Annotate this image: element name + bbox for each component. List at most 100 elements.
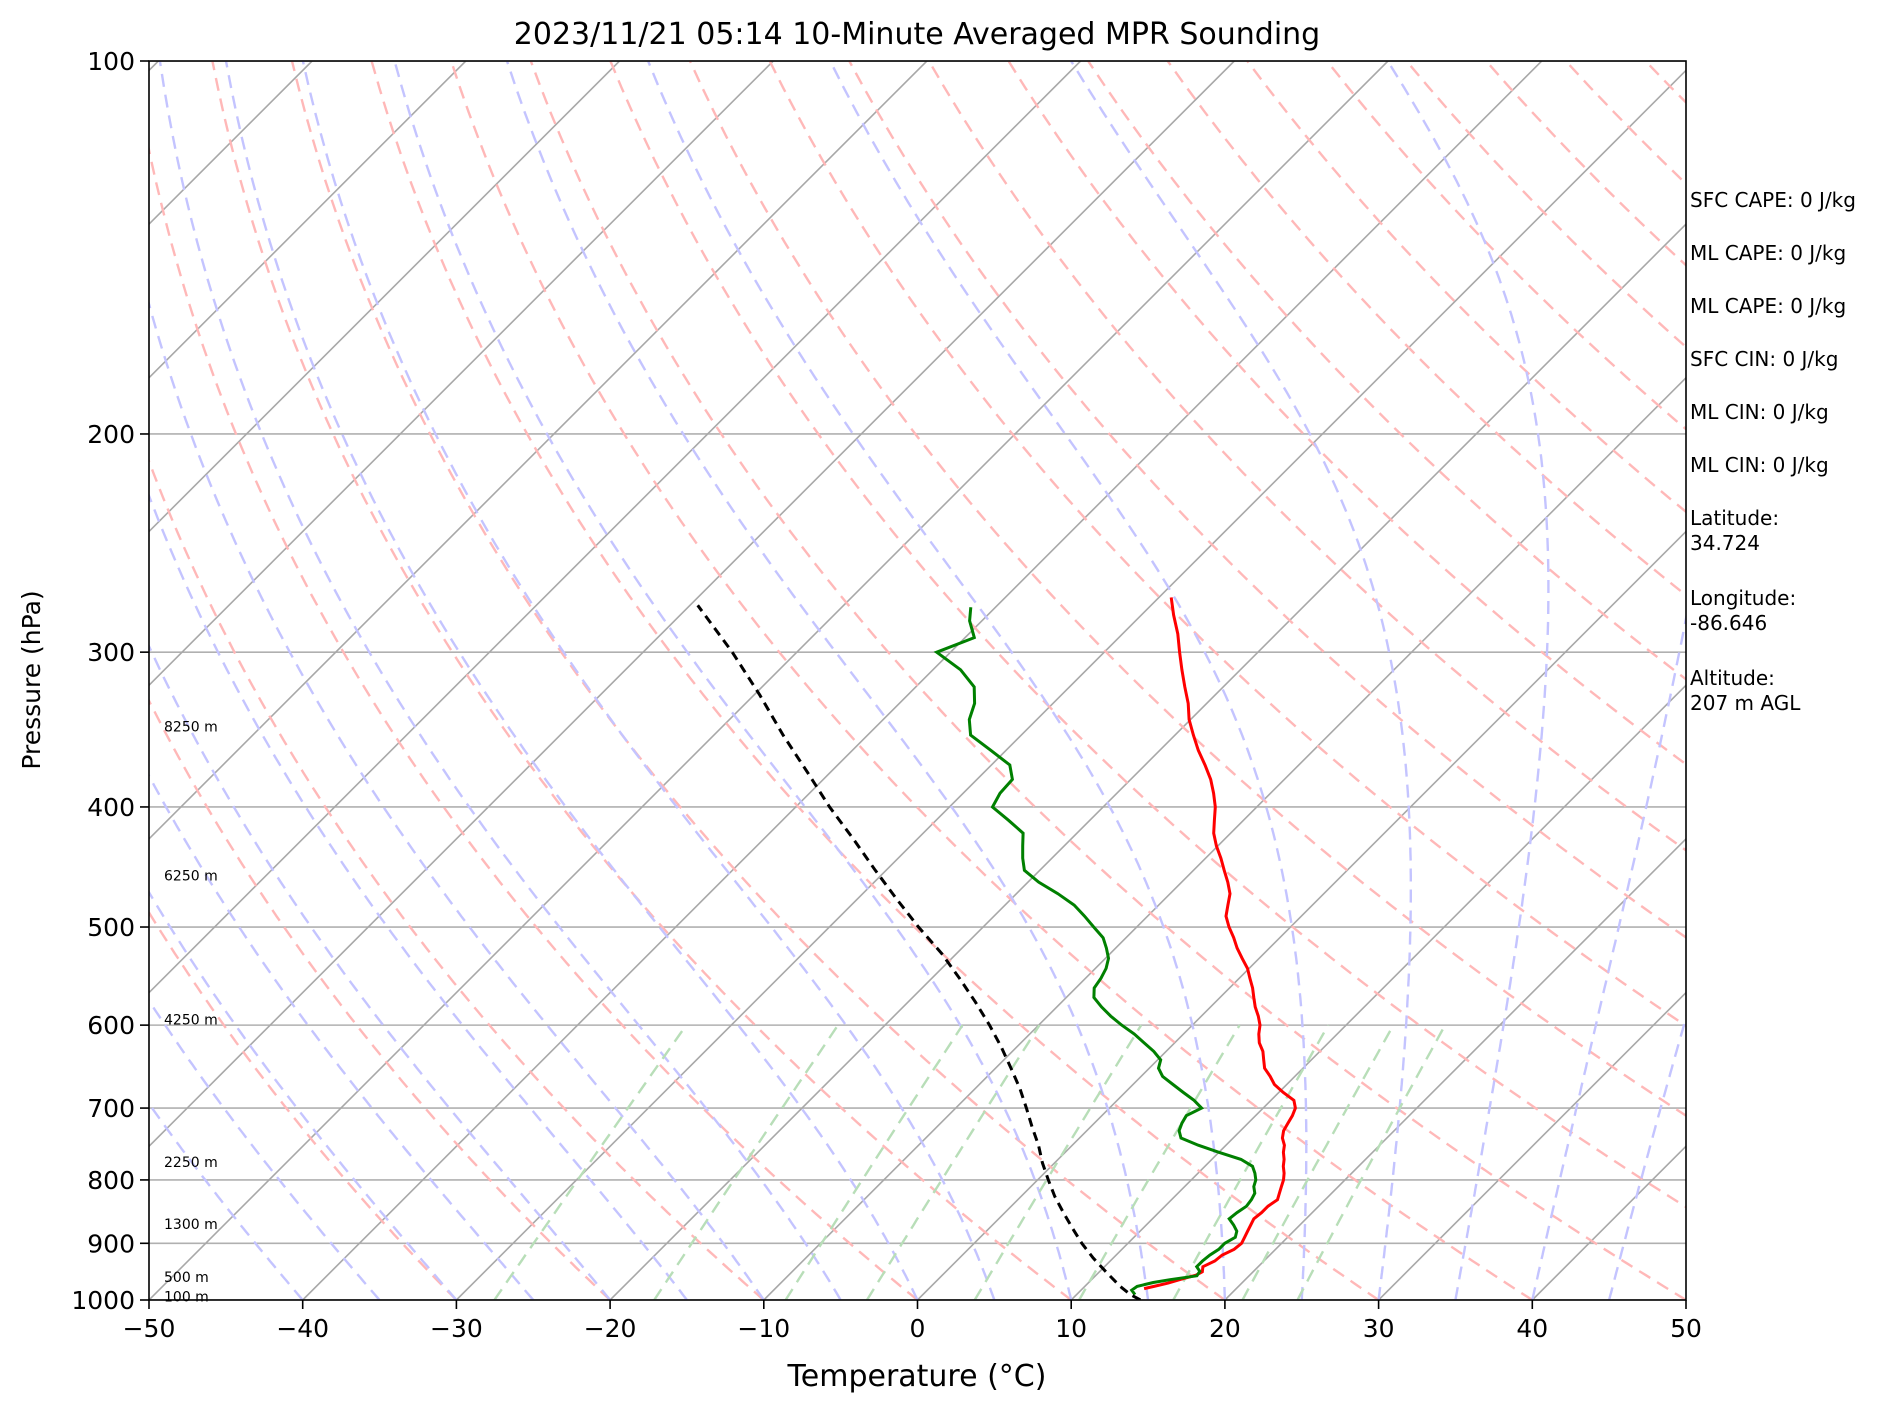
longitude-block: Longitude: -86.646 [1690,586,1890,666]
x-tick-label: −20 [584,1314,637,1343]
y-tick-label: 1000 [71,1286,135,1315]
moist-adiabat-line [301,61,996,1300]
height-label: 4250 m [164,1013,218,1029]
moist-adiabat-line [1607,1013,1686,1300]
y-tick-label: 400 [87,793,135,822]
isotherm-line [302,61,1543,1300]
stats-panel: SFC CAPE: 0 J/kg ML CAPE: 0 J/kg ML CAPE… [1690,188,1890,716]
x-tick-label: 0 [910,1314,926,1343]
height-label: 1300 m [164,1217,218,1233]
latitude-label: Latitude: [1690,506,1780,530]
ml-cape-text: ML CAPE: 0 J/kg [1690,241,1847,265]
moist-adiabat-line [149,1101,304,1300]
moist-adiabat-line [149,890,458,1300]
dry-adiabat-line [211,61,1072,1300]
isotherm-line [149,61,774,687]
plot-frame [148,60,1687,1301]
dry-adiabat-line [768,61,1686,1028]
moist-adiabat-line [224,61,919,1300]
grid-layer [0,61,1686,1300]
moist-adiabat-line [829,61,1308,1300]
dry-adiabat-line [149,144,919,1300]
moist-adiabat-line [149,773,535,1300]
dry-adiabat-line [529,61,1686,1300]
ml-cape-text-2: ML CAPE: 0 J/kg [1690,294,1847,318]
x-tick-label: −40 [276,1314,329,1343]
isotherm-line [149,61,1389,1300]
x-tick-label: −30 [430,1314,483,1343]
mixing-ratio-line [493,1024,688,1300]
mixing-ratio-line [1078,1024,1241,1300]
x-tick-label: −10 [737,1314,790,1343]
latitude-value: 34.724 [1690,531,1760,555]
sfc-cape-text: SFC CAPE: 0 J/kg [1690,188,1856,212]
chart-title: 2023/11/21 05:14 10-Minute Averaged MPR … [514,17,1320,52]
x-tick-label: 40 [1516,1314,1548,1343]
isotherm-line [455,69,1686,1300]
x-axis-ticks: −50 −40 −30 −20 −10 0 10 20 30 40 50 [123,1300,1702,1343]
dewpoint-line [933,607,1258,1296]
moist-adiabat-line [158,61,842,1300]
x-tick-label: 30 [1363,1314,1395,1343]
height-label: 8250 m [164,719,218,735]
mixing-ratio-line [1241,1024,1395,1300]
x-tick-label: 50 [1670,1314,1702,1343]
dry-adiabat-line [370,61,1380,1300]
moist-adiabat-line [149,299,765,1300]
temperature-line [1143,597,1297,1291]
y-tick-label: 600 [87,1011,135,1040]
series-layer [696,597,1297,1300]
moist-adiabat-line [149,492,688,1300]
mixing-ratio-line [865,1024,1041,1300]
moist-adiabat-line [646,61,1227,1300]
y-tick-label: 200 [87,420,135,449]
sfc-cin-text: SFC CIN: 0 J/kg [1690,347,1839,371]
isotherm-line [149,61,1235,1148]
parcel-line [696,604,1142,1300]
isotherm-line [149,61,928,841]
isotherm-line [0,61,5,1300]
y-axis-label: Pressure (hPa) [17,590,46,769]
y-tick-label: 900 [87,1229,135,1258]
x-tick-label: 10 [1055,1314,1087,1343]
isotherm-line [916,530,1686,1300]
isotherm-line [149,61,621,533]
dry-adiabat-line [450,61,1533,1300]
altitude-block: Altitude: 207 m AGL [1690,666,1890,716]
moist-adiabat-line [393,61,1073,1300]
isotherm-line [1224,837,1686,1300]
x-tick-label: 20 [1209,1314,1241,1343]
altitude-value: 207 m AGL [1690,691,1801,715]
ml-cin-text-2: ML CIN: 0 J/kg [1690,453,1829,477]
height-label: 100 m [164,1289,209,1305]
longitude-label: Longitude: [1690,586,1797,610]
x-tick-label: −50 [123,1314,176,1343]
y-tick-label: 100 [87,47,135,76]
y-tick-label: 800 [87,1166,135,1195]
longitude-value: -86.646 [1690,611,1768,635]
x-axis-label: Temperature (°C) [787,1359,1047,1394]
moist-adiabat-line [149,998,381,1300]
dry-adiabat-line [688,61,1686,1118]
y-tick-label: 300 [87,638,135,667]
isotherm-line [149,61,467,379]
mixing-ratio-line [653,1024,839,1300]
mixing-ratio-line [1172,1024,1330,1300]
altitude-label: Altitude: [1690,666,1775,690]
y-tick-label: 500 [87,913,135,942]
y-tick-label: 700 [87,1094,135,1123]
mixing-ratio-line [973,1024,1143,1300]
moist-adiabat-line [1531,612,1686,1300]
isotherm-line [1070,684,1686,1300]
height-labels: 8250 m 6250 m 4250 m 2250 m 1300 m 500 m 100 m [164,719,218,1305]
dry-adiabat-line [149,457,765,1300]
latitude-block: Latitude: 34.724 [1690,506,1890,586]
moist-adiabat-line [149,643,612,1300]
moist-adiabat-line [505,61,1150,1300]
moist-adiabat-line [1070,61,1412,1300]
moist-adiabat-line [1386,61,1550,1300]
dry-adiabat-line [609,61,1686,1209]
isotherm-line [149,61,1082,994]
isotherm-line [1378,991,1686,1300]
